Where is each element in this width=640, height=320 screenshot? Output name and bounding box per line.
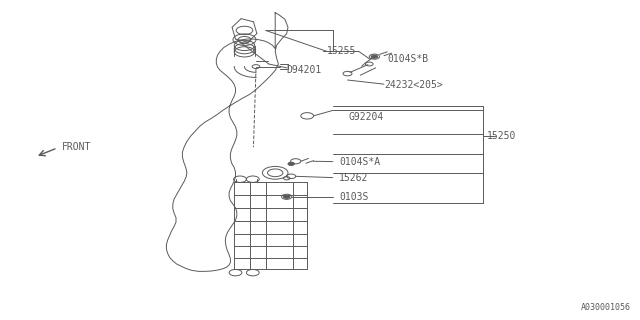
Text: 15262: 15262 <box>339 172 369 183</box>
Text: 15255: 15255 <box>326 46 356 56</box>
Text: FRONT: FRONT <box>62 142 92 152</box>
Text: 15250: 15250 <box>486 131 516 141</box>
Text: 0104S*A: 0104S*A <box>339 156 380 167</box>
Text: 0103S: 0103S <box>339 192 369 202</box>
Text: A030001056: A030001056 <box>580 303 630 312</box>
Text: 24232<205>: 24232<205> <box>384 80 443 90</box>
Circle shape <box>284 195 290 198</box>
Circle shape <box>371 55 378 58</box>
Circle shape <box>288 162 294 165</box>
Text: D94201: D94201 <box>287 65 322 76</box>
Text: G92204: G92204 <box>349 112 384 122</box>
Text: 0104S*B: 0104S*B <box>387 53 428 64</box>
